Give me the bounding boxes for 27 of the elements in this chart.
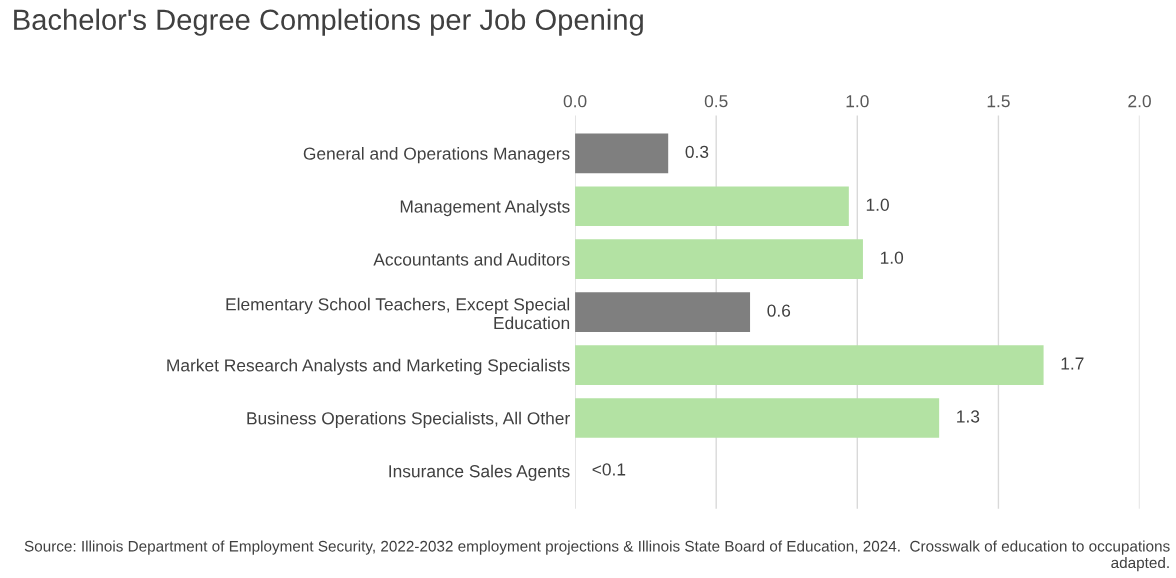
y-tick-label: Elementary School Teachers, Except Special Education bbox=[226, 297, 570, 330]
y-tick-label: Market Research Analysts and Marketing Specialists bbox=[167, 358, 570, 375]
bar bbox=[575, 398, 940, 438]
x-tick-label: 1.0 bbox=[846, 95, 869, 108]
x-tick-label: 1.5 bbox=[987, 95, 1010, 108]
data-label: 1.7 bbox=[1061, 357, 1084, 370]
data-label: 1.0 bbox=[880, 251, 904, 264]
bar bbox=[575, 133, 669, 174]
x-tick-label: 0.0 bbox=[563, 95, 587, 108]
y-tick-label: General and Operations Managers bbox=[303, 147, 570, 164]
data-label: 1.3 bbox=[957, 410, 980, 423]
data-label: <0.1 bbox=[592, 463, 626, 476]
data-label: 0.3 bbox=[685, 145, 709, 158]
x-tick-label: 0.5 bbox=[704, 95, 728, 108]
bar bbox=[575, 345, 1044, 385]
y-tick-label: Insurance Sales Agents bbox=[389, 464, 570, 481]
data-label: 0.6 bbox=[767, 304, 791, 317]
data-label: 1.0 bbox=[866, 198, 889, 211]
y-tick-label: Business Operations Specialists, All Other bbox=[247, 411, 570, 428]
source-note: Source: Illinois Department of Employment Security, 2022-2032 employment projections & Illinois State Board of Education, 2024. Crosswalk of education to occupations adapted. bbox=[24, 540, 1170, 572]
x-tick-label: 2.0 bbox=[1128, 95, 1151, 108]
bar bbox=[575, 292, 751, 332]
y-tick-label: Accountants and Auditors bbox=[373, 252, 570, 266]
bar bbox=[575, 239, 863, 280]
y-tick-label: Management Analysts bbox=[400, 199, 570, 217]
bar bbox=[575, 186, 849, 227]
text: Bachelor's Degree Completions per Job Opening bbox=[14, 8, 643, 36]
